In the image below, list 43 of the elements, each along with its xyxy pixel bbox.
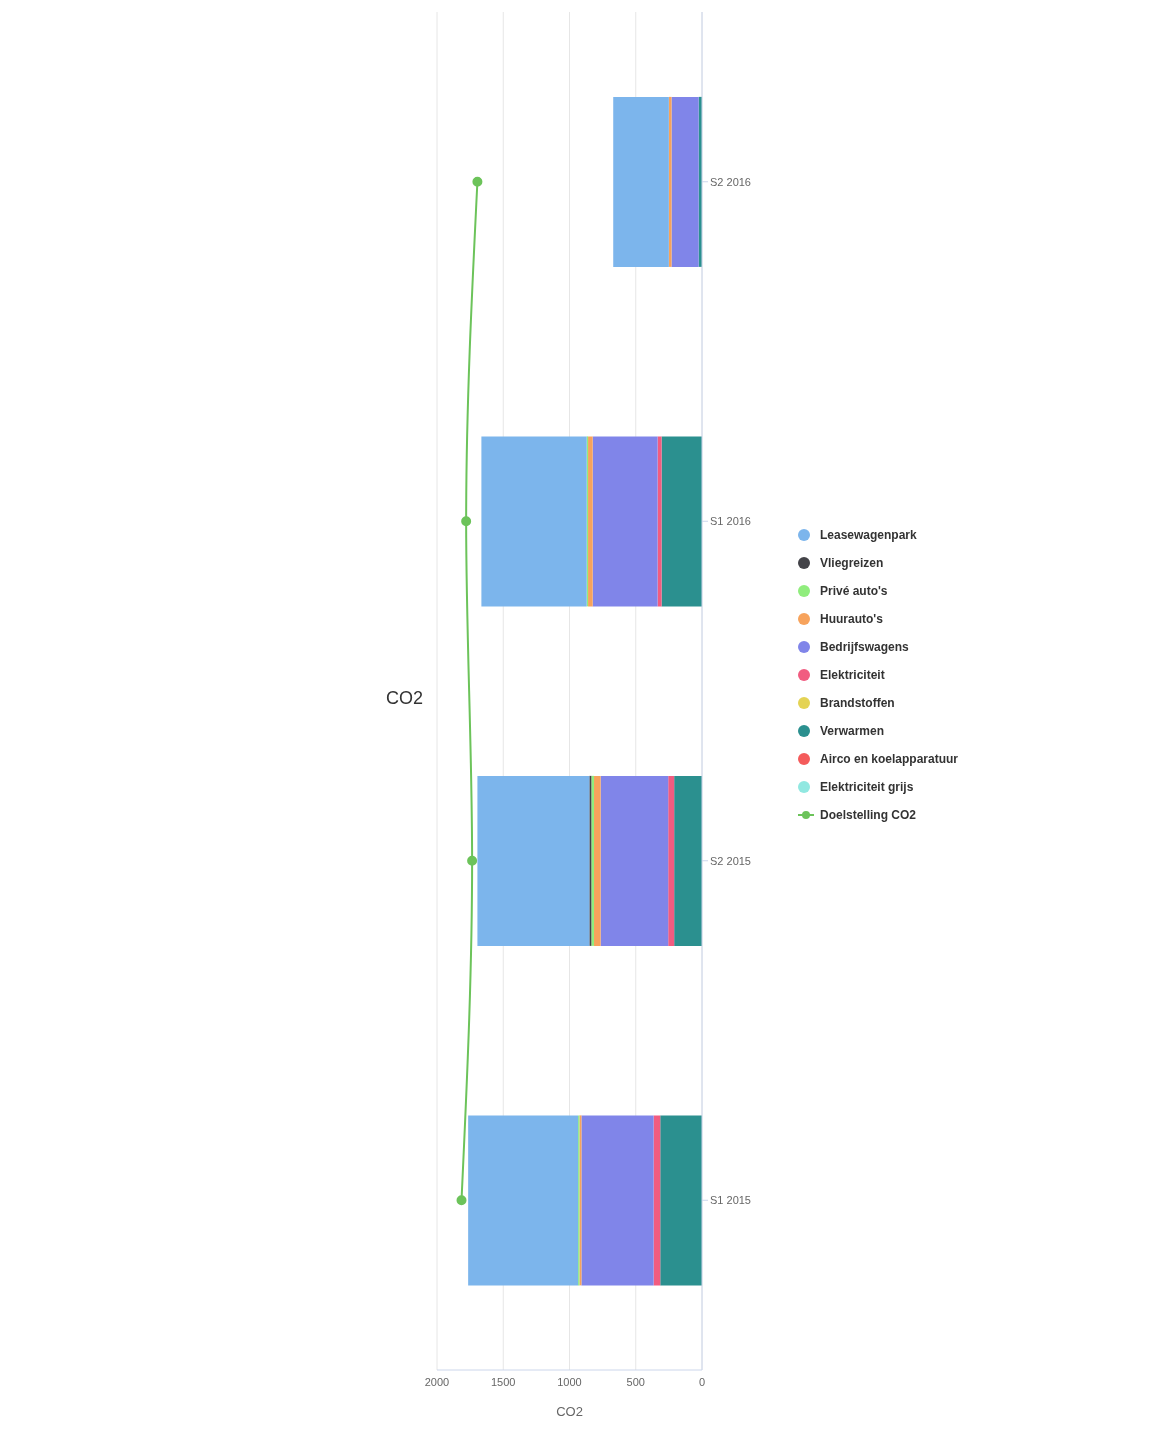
point — [472, 176, 483, 187]
x-tick-label: 0 — [698, 1375, 706, 1388]
legend-label: Vliegreizen — [820, 556, 884, 570]
bar — [588, 436, 593, 607]
bar — [592, 436, 658, 607]
bar — [594, 775, 601, 946]
y-tick-label: S2 2015 — [710, 854, 751, 867]
legend-label: Huurauto's — [820, 612, 883, 626]
legend-label: Bedrijfswagens — [820, 640, 909, 654]
legend-label: Privé auto's — [820, 584, 888, 598]
bar — [600, 775, 669, 946]
bar — [668, 96, 672, 267]
legend-label: Elektriciteit grijs — [820, 780, 914, 794]
bar — [661, 436, 702, 607]
x-tick-label: 2000 — [424, 1375, 450, 1388]
bar — [468, 1115, 579, 1286]
legend-label: Doelstelling CO2 — [820, 808, 917, 822]
x-axis-title: CO2 — [556, 1404, 583, 1419]
bar — [668, 775, 675, 946]
text: CO2 — [386, 688, 424, 709]
bar — [657, 436, 662, 607]
bar — [613, 96, 669, 267]
legend-label: Elektriciteit — [820, 668, 885, 682]
bar — [477, 775, 590, 946]
legend-label: Brandstoffen — [820, 696, 895, 710]
y-tick-label: S1 2016 — [710, 515, 751, 528]
y-tick-label: S2 2016 — [710, 175, 751, 188]
bar — [481, 436, 587, 607]
bar — [660, 1115, 702, 1286]
x-tick-label: 1000 — [557, 1375, 582, 1388]
bar — [581, 1115, 654, 1286]
legend-label: Verwarmen — [820, 724, 885, 738]
point — [456, 1195, 467, 1206]
y-tick-label: S1 2015 — [710, 1194, 751, 1207]
bar — [674, 775, 702, 946]
bar — [671, 96, 699, 267]
x-tick-label: 1500 — [491, 1375, 516, 1388]
point — [467, 855, 478, 866]
point — [461, 516, 472, 527]
legend-label: Airco en koelapparatuur — [820, 752, 959, 766]
bar — [653, 1115, 661, 1286]
legend-label: Leasewagenpark — [820, 528, 917, 542]
x-tick-label: 500 — [626, 1375, 645, 1388]
